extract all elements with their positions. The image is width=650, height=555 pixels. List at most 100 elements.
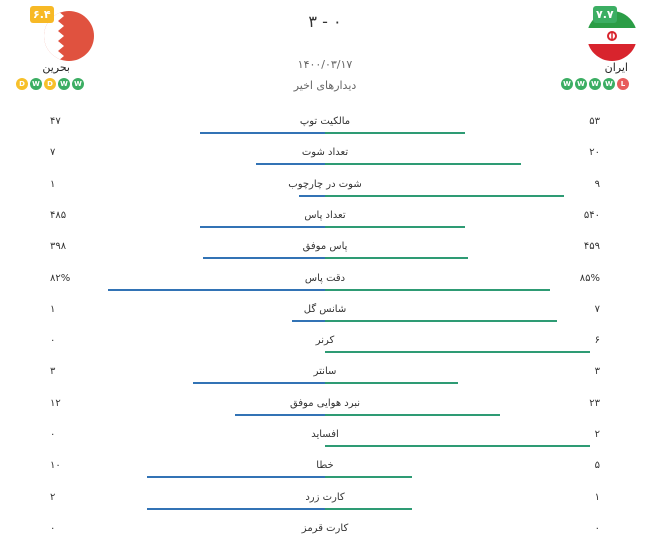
stat-row: کارت قرمز ۰ ۰ [0,523,650,554]
stat-away-value: ۰ [50,429,56,440]
stat-home-value: ۲۳ [589,397,600,409]
home-form-result: W [575,78,587,90]
stat-label: دقت پاس [304,272,346,284]
stat-home-value: ۲۰ [589,147,600,159]
stat-label: خطا [316,460,334,472]
stat-label: افساید [311,429,339,440]
stat-away-bar [291,319,325,322]
stat-row: دقت پاس ۸۵% ۸۲% [0,273,650,304]
stat-away-value: ۱۲ [50,397,61,409]
stat-away-value: ۷ [50,147,56,159]
stat-row: سانتر ۳ ۳ [0,366,650,397]
stat-home-bar [325,194,564,197]
stat-row: پاس موفق ۴۵۹ ۳۹۸ [0,241,650,272]
match-score: ۳ - ۰ [308,12,342,31]
stat-away-bar [200,225,325,228]
home-team-name[interactable]: ایران [604,61,628,74]
stat-home-bar [325,382,458,385]
stat-away-bar [147,507,325,510]
away-rating-badge: ۶.۴ [30,6,54,23]
stat-home-bar [325,225,466,228]
stat-row: شوت در چارچوب ۹ ۱ [0,179,650,210]
home-form-result: W [603,78,615,90]
stat-label: تعداد پاس [304,209,346,221]
stat-home-bar [325,132,466,134]
stat-row: تعداد پاس ۵۴۰ ۴۸۵ [0,210,650,241]
stat-away-value: ۱ [50,303,56,315]
stat-row: مالکیت توپ ۵۳ ۴۷ [0,116,650,147]
stat-away-value: ۸۲% [50,272,71,284]
stat-home-value: ۶ [594,335,600,347]
stat-away-value: ۴۷ [50,116,61,127]
stat-home-value: ۸۵% [579,272,600,284]
stat-home-bar [325,351,590,354]
stat-row: تعداد شوت ۲۰ ۷ [0,147,650,178]
away-form-result: W [72,78,84,90]
stat-label: شوت در چارچوب [288,178,362,190]
stat-away-value: ۴۸۵ [50,209,67,221]
stat-row: کارت زرد ۱ ۲ [0,492,650,523]
stat-home-value: ۱ [594,491,600,503]
stat-label: کرنر [315,335,335,347]
stat-away-value: ۰ [50,335,56,347]
stat-away-bar [298,194,325,197]
stat-away-bar [234,413,325,416]
stat-label: تعداد شوت [301,147,349,159]
home-form-result: W [561,78,573,90]
away-form-result: W [58,78,70,90]
stat-away-value: ۱۰ [50,460,61,472]
stat-home-value: ۷ [594,303,600,315]
stat-home-value: ۵۳ [589,116,600,127]
stat-label: کارت قرمز [301,522,349,534]
stat-away-bar [107,288,325,291]
stat-label: پاس موفق [302,241,348,253]
stat-away-value: ۰ [50,522,56,534]
stat-home-bar [325,476,413,479]
stat-row: نبرد هوایی موفق ۲۳ ۱۲ [0,398,650,429]
away-team-name[interactable]: بحرین [42,61,70,74]
stat-label: مالکیت توپ [299,116,351,127]
away-form-result: D [44,78,56,90]
stat-row: خطا ۵ ۱۰ [0,460,650,491]
stat-row: شانس گل ۷ ۱ [0,304,650,335]
stat-row: افساید ۲ ۰ [0,429,650,460]
stat-home-bar [325,319,557,322]
stat-away-bar [192,382,325,385]
stat-label: نبرد هوایی موفق [289,397,361,409]
stat-home-value: ۰ [594,522,600,534]
stat-away-bar [256,163,325,166]
stat-away-value: ۱ [50,178,56,190]
bahrain-flag-icon [44,11,94,61]
stat-label: شانس گل [303,303,347,315]
stat-home-bar [325,445,590,447]
home-form-result: L [617,78,629,90]
stat-home-value: ۹ [594,178,600,190]
away-form-result: D [16,78,28,90]
match-date: ۱۴۰۰/۰۳/۱۷ [297,58,353,71]
stat-away-value: ۳ [50,366,56,378]
stat-label: سانتر [313,366,337,378]
stat-home-bar [325,288,551,291]
recent-matches-link[interactable]: دیدارهای اخیر [293,79,357,92]
stat-label: کارت زرد [305,491,345,503]
stat-away-bar [200,132,325,134]
iran-flag-icon [587,11,637,61]
stat-home-bar [325,507,413,510]
home-form-result: W [589,78,601,90]
away-form-result: W [30,78,42,90]
stat-home-value: ۵۴۰ [583,209,600,221]
stat-home-bar [325,413,500,416]
stat-home-value: ۴۵۹ [583,241,600,253]
stat-home-bar [325,163,522,166]
stat-away-bar [147,476,325,479]
stat-home-bar [325,257,469,260]
stat-row: کرنر ۶ ۰ [0,335,650,366]
stat-away-value: ۳۹۸ [50,241,67,253]
stat-home-value: ۵ [594,460,600,472]
stat-home-value: ۲ [594,429,600,440]
home-rating-badge: ۷.۷ [593,6,617,23]
